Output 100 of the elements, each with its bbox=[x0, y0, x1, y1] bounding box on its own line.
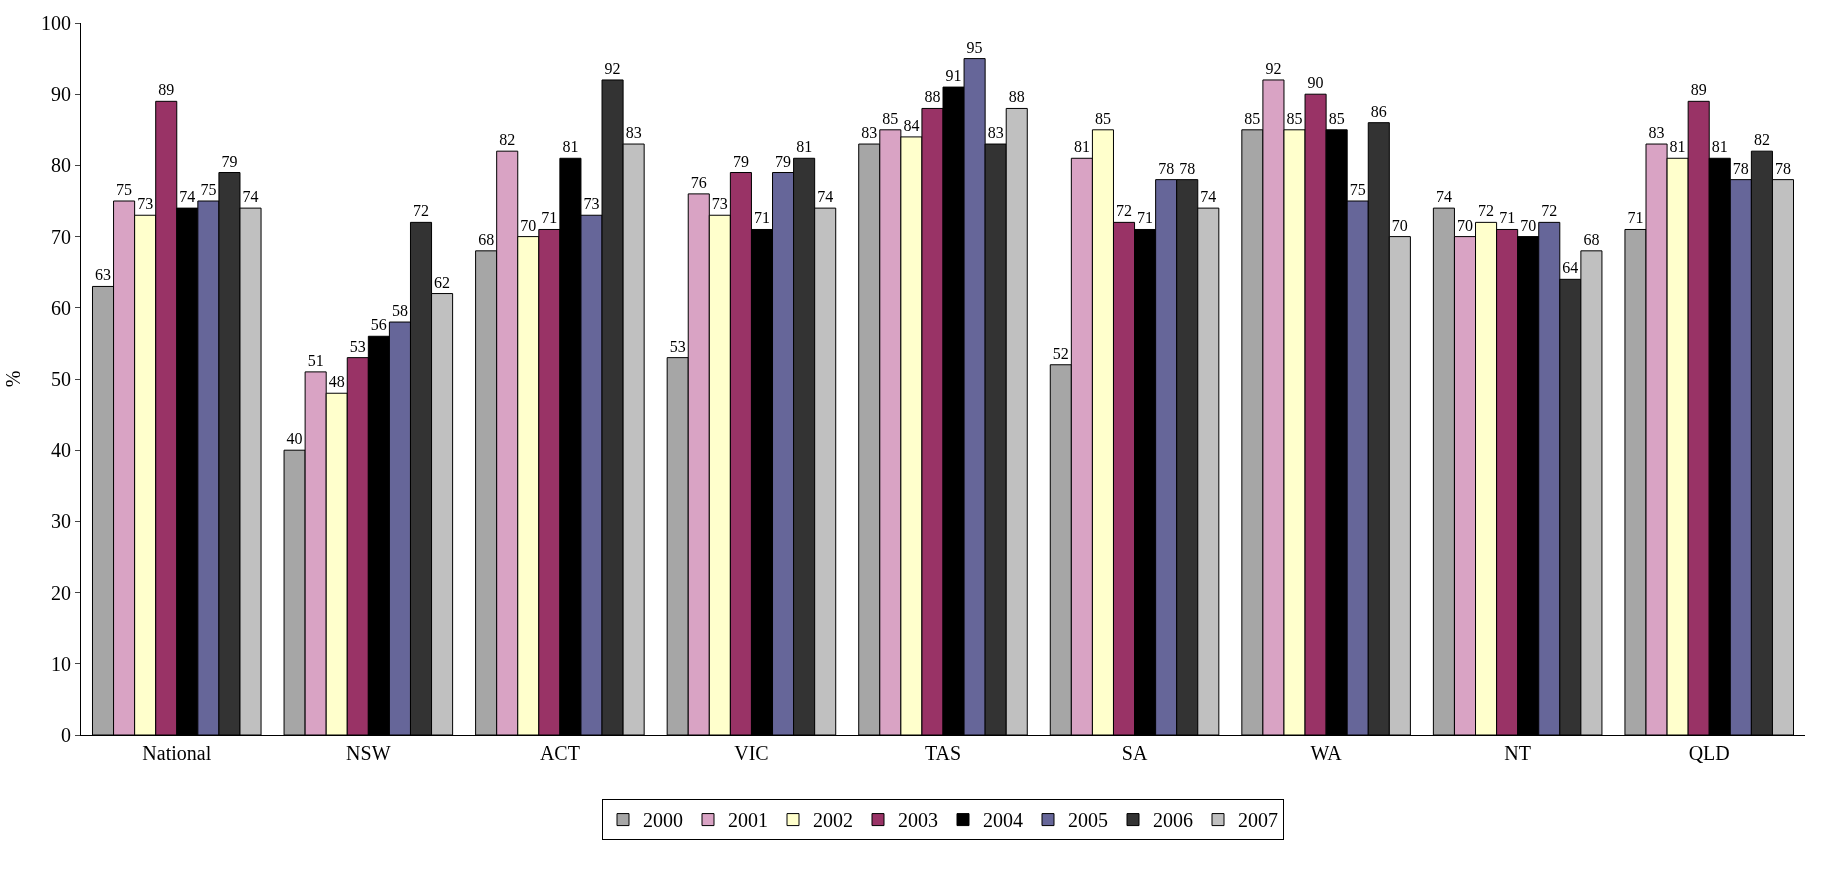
y-tick-label: 90 bbox=[51, 83, 71, 106]
data-label: 78 bbox=[1774, 159, 1791, 177]
y-axis-title: % bbox=[1, 370, 24, 388]
data-label: 85 bbox=[882, 109, 899, 127]
legend-label: 2004 bbox=[983, 809, 1023, 832]
data-label: 75 bbox=[116, 181, 133, 198]
data-label: 75 bbox=[1349, 181, 1366, 198]
data-label: 74 bbox=[1435, 188, 1452, 206]
y-tick-label: 100 bbox=[41, 12, 71, 34]
data-label: 91 bbox=[945, 67, 962, 85]
data-label: 82 bbox=[1753, 131, 1770, 149]
data-label: 58 bbox=[391, 302, 408, 320]
data-label: 82 bbox=[499, 131, 516, 149]
legend-label: 2006 bbox=[1153, 809, 1193, 832]
data-label: 70 bbox=[1391, 216, 1408, 234]
data-label: 53 bbox=[669, 337, 686, 355]
data-label: 56 bbox=[370, 316, 387, 334]
data-label: 68 bbox=[478, 230, 495, 248]
data-label: 84 bbox=[903, 116, 920, 134]
data-label: 81 bbox=[796, 138, 813, 156]
data-label: 89 bbox=[1690, 81, 1707, 99]
data-label: 71 bbox=[541, 209, 558, 227]
data-label: 70 bbox=[520, 216, 537, 234]
data-label: 95 bbox=[966, 38, 983, 56]
x-tick-label: QLD bbox=[1688, 742, 1730, 764]
data-label: 74 bbox=[242, 188, 259, 206]
data-label: 85 bbox=[1244, 109, 1261, 127]
legend-label: 2007 bbox=[1238, 809, 1278, 832]
data-label: 74 bbox=[1200, 188, 1217, 206]
data-label: 78 bbox=[1732, 159, 1749, 177]
data-label: 40 bbox=[286, 430, 303, 448]
data-label: 85 bbox=[1094, 109, 1111, 127]
data-label: 72 bbox=[1478, 202, 1495, 220]
x-tick-label: NSW bbox=[346, 742, 391, 764]
data-label: 70 bbox=[1520, 216, 1537, 234]
data-label: 73 bbox=[583, 195, 600, 213]
data-label: 53 bbox=[349, 337, 366, 355]
data-label: 70 bbox=[1456, 216, 1473, 234]
data-label: 73 bbox=[711, 195, 728, 213]
data-label: 79 bbox=[221, 152, 238, 170]
x-tick-label: WA bbox=[1310, 742, 1343, 764]
y-tick-label: 30 bbox=[51, 510, 71, 533]
data-label: 73 bbox=[137, 195, 154, 213]
data-label: 74 bbox=[179, 188, 196, 206]
y-tick-label: 20 bbox=[51, 581, 71, 604]
x-tick-label: NT bbox=[1504, 742, 1532, 764]
data-label: 74 bbox=[817, 188, 834, 206]
y-tick-label: 60 bbox=[51, 296, 71, 319]
y-tick-label: 70 bbox=[51, 225, 71, 248]
data-label: 88 bbox=[1008, 88, 1025, 106]
data-label: 81 bbox=[1073, 138, 1090, 156]
data-label: 86 bbox=[1370, 102, 1387, 120]
y-tick-label: 10 bbox=[51, 652, 71, 675]
data-label: 72 bbox=[1116, 202, 1133, 220]
data-label: 68 bbox=[1583, 230, 1600, 248]
data-label: 92 bbox=[604, 59, 621, 77]
data-label: 79 bbox=[732, 152, 749, 170]
x-tick-label: TAS bbox=[924, 742, 962, 764]
data-label: 71 bbox=[1627, 209, 1644, 227]
legend-label: 2005 bbox=[1068, 809, 1108, 832]
data-label: 78 bbox=[1158, 159, 1175, 177]
data-label: 71 bbox=[753, 209, 770, 227]
legend-label: 2003 bbox=[898, 809, 938, 832]
y-tick-label: 50 bbox=[51, 368, 71, 390]
data-label: 52 bbox=[1052, 344, 1069, 362]
data-label: 72 bbox=[1541, 202, 1558, 220]
data-label: 71 bbox=[1499, 209, 1516, 227]
data-label: 64 bbox=[1562, 259, 1579, 277]
data-label: 72 bbox=[413, 202, 430, 220]
data-label: 79 bbox=[775, 152, 792, 170]
data-label: 83 bbox=[625, 124, 642, 142]
y-tick-label: 40 bbox=[51, 439, 71, 462]
data-label: 71 bbox=[1137, 209, 1154, 227]
y-tick-label: 0 bbox=[61, 724, 71, 746]
data-label: 85 bbox=[1286, 109, 1303, 127]
data-label: 88 bbox=[924, 88, 941, 106]
x-tick-label: National bbox=[142, 742, 212, 764]
y-tick-label: 80 bbox=[51, 154, 71, 177]
data-label: 90 bbox=[1307, 74, 1324, 92]
data-label: 63 bbox=[95, 266, 112, 284]
data-label: 85 bbox=[1328, 109, 1345, 127]
data-label: 81 bbox=[1711, 138, 1728, 156]
x-tick-label: SA bbox=[1121, 742, 1148, 764]
data-label: 78 bbox=[1179, 159, 1196, 177]
x-tick-label: VIC bbox=[734, 742, 769, 764]
data-label: 62 bbox=[434, 273, 451, 291]
x-tick-label: ACT bbox=[539, 742, 580, 764]
legend-label: 2001 bbox=[728, 809, 768, 832]
legend-label: 2000 bbox=[643, 809, 683, 832]
data-label: 51 bbox=[307, 351, 324, 369]
legend-label: 2002 bbox=[813, 809, 853, 832]
data-label: 76 bbox=[690, 173, 707, 191]
data-label: 92 bbox=[1265, 59, 1282, 77]
data-label: 89 bbox=[158, 81, 175, 99]
data-label: 81 bbox=[562, 138, 579, 156]
data-label: 83 bbox=[1648, 124, 1665, 142]
data-label: 48 bbox=[328, 373, 345, 391]
data-label: 75 bbox=[200, 181, 217, 198]
data-label: 83 bbox=[987, 124, 1004, 142]
data-label: 83 bbox=[861, 124, 878, 142]
